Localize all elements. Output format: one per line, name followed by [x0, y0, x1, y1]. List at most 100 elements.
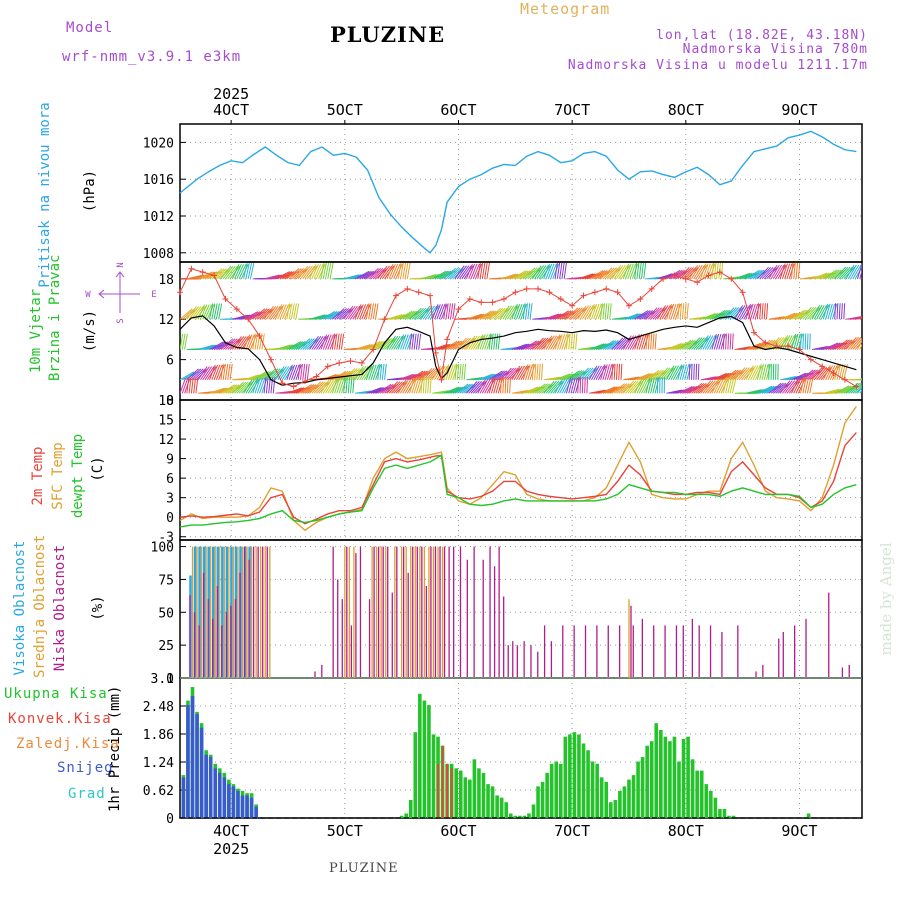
cloud-axes: 0 25 50 75 100	[151, 539, 863, 687]
wind-arrow	[531, 363, 534, 380]
wind-arrow	[238, 336, 249, 350]
wind-arrow	[527, 303, 531, 320]
wind-arrow	[297, 338, 311, 350]
precip-snow-bar	[208, 757, 213, 818]
wind-arrow	[220, 384, 235, 394]
wind-arrow	[550, 380, 562, 394]
wind-arrow	[565, 377, 572, 394]
wind-arrow	[300, 384, 315, 394]
wind-arrow	[263, 377, 267, 394]
wind-arrow	[538, 363, 541, 380]
wind-arrow	[622, 263, 630, 280]
wind-arrow	[647, 307, 660, 320]
precip-total-bar	[699, 770, 704, 818]
wind-arrow	[300, 265, 311, 280]
wind-arrow	[566, 370, 580, 381]
wind-arrow	[370, 267, 384, 280]
wind-arrow	[213, 364, 221, 380]
wind-arrow	[463, 363, 467, 380]
wind-arrow	[534, 337, 547, 350]
wind-arrow	[186, 274, 203, 280]
wind-arrow	[745, 269, 760, 280]
wind-gust-marker	[625, 302, 632, 309]
wind-arrow	[606, 364, 613, 380]
wind-arrow	[547, 380, 560, 394]
wind-arrow	[336, 308, 350, 320]
wind-gust-marker	[347, 357, 354, 364]
wind-arrow	[834, 364, 839, 380]
wind-gust-marker	[233, 306, 240, 313]
precip-conv-bar	[450, 768, 453, 818]
wind-arrow	[181, 333, 186, 350]
wind-arrow	[252, 377, 259, 394]
wind-arrow	[472, 381, 485, 394]
wind-arrow	[852, 384, 862, 394]
wind-arrow	[347, 305, 358, 320]
wind-arrow	[757, 385, 773, 394]
wind-arrow	[822, 365, 831, 381]
wind-arrow	[272, 377, 276, 394]
wind-arrow	[416, 307, 429, 320]
wind-arrow	[784, 263, 791, 279]
wind-arrow	[400, 310, 415, 320]
wind-arrow	[545, 335, 555, 350]
wind-gust-marker	[438, 376, 445, 383]
wind-arrow	[470, 313, 487, 320]
wind-arrow	[632, 313, 648, 320]
wind-arrow	[431, 304, 439, 320]
wind-arrow	[197, 271, 213, 280]
wind-arrow	[670, 303, 677, 320]
wind-arrow	[184, 333, 188, 350]
product-title: Meteogram	[520, 0, 611, 18]
wind-arrow	[773, 382, 787, 394]
wind-arrow	[629, 380, 641, 394]
bottom-time-tick-label: 4OCT	[213, 822, 249, 840]
wind-arrow	[188, 274, 205, 280]
precip-snow-bar	[204, 754, 208, 818]
wind-gust-marker	[188, 265, 195, 272]
wind-arrow	[532, 337, 544, 350]
wind-arrow	[625, 313, 641, 320]
wind-arrow	[225, 338, 238, 350]
wind-arrow	[829, 303, 836, 320]
wind-arrow	[350, 368, 363, 381]
wind-arrow	[243, 263, 248, 279]
wind-arrow	[245, 374, 262, 381]
precip-ytick-label: 2.48	[143, 700, 174, 715]
wind-arrow	[697, 363, 700, 380]
wind-arrow	[372, 303, 377, 320]
wind-arrow	[336, 333, 340, 350]
wind-arrow	[514, 343, 530, 350]
wind-arrow	[270, 305, 281, 320]
wind-arrow	[311, 314, 328, 320]
wind-arrow	[834, 266, 846, 280]
wind-arrow	[763, 364, 769, 380]
wind-arrow	[329, 263, 334, 279]
wind-arrow	[786, 263, 793, 279]
wind-arrow	[711, 378, 720, 394]
wind-arrow	[438, 304, 446, 320]
wind-arrow	[334, 308, 347, 320]
wind-arrow	[290, 303, 295, 320]
wind-arrow	[688, 383, 703, 394]
wind-arrow	[188, 377, 192, 394]
wind-arrow	[593, 343, 609, 350]
wind-arrow	[227, 265, 238, 280]
wind-arrow	[254, 308, 268, 320]
wind-arrow	[286, 387, 303, 394]
wind-gust-marker	[290, 383, 297, 390]
precip-total-bar	[508, 813, 513, 818]
wind-arrow	[847, 336, 860, 350]
wind-arrow	[600, 364, 606, 380]
wind-compass: N S W E	[85, 262, 156, 323]
wind-arrow	[682, 339, 696, 350]
wind-arrow	[461, 265, 472, 280]
precip-legend-total: Ukupna Kisa	[4, 686, 108, 702]
temp-ytick-label: 12	[158, 433, 174, 448]
wind-arrow	[750, 342, 766, 350]
wind-arrow	[263, 274, 280, 280]
wind-arrow	[423, 273, 439, 280]
wind-arrow	[209, 303, 214, 320]
wind-arrow	[377, 265, 388, 280]
wind-arrow	[259, 377, 266, 394]
